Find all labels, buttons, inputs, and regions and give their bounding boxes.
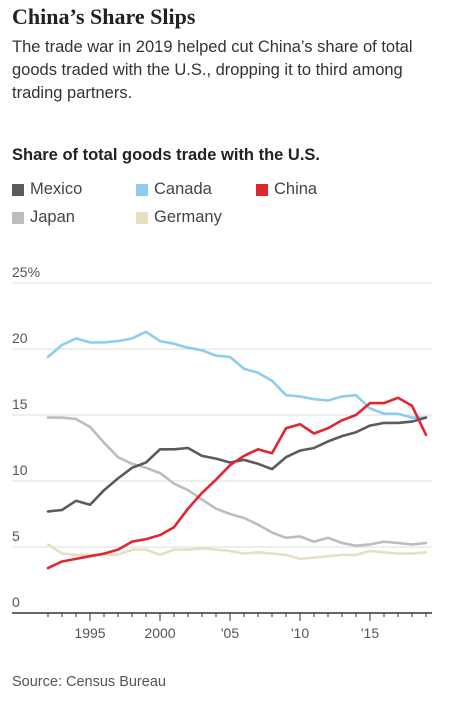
page-subtitle: The trade war in 2019 helped cut China’s… xyxy=(12,38,413,102)
legend-label-mexico: Mexico xyxy=(30,180,83,198)
series-line-japan xyxy=(46,416,428,548)
legend-label-germany: Germany xyxy=(154,208,222,226)
source-note: Source: Census Bureau xyxy=(12,674,166,690)
legend-item-china: China xyxy=(256,180,317,199)
page-title: China’s Share Slips xyxy=(12,4,196,29)
y-tick-label-2: 15 xyxy=(12,396,28,412)
legend-swatch-canada xyxy=(136,183,148,196)
y-tick-label-3: 10 xyxy=(12,462,28,478)
legend-swatch-germany xyxy=(136,211,148,224)
legend-item-mexico: Mexico xyxy=(12,180,82,199)
chart-title: Share of total goods trade with the U.S. xyxy=(12,146,321,164)
x-tick-label-3: '10 xyxy=(291,625,309,641)
legend-label-china: China xyxy=(274,180,318,198)
legend-swatch-mexico xyxy=(12,183,24,196)
y-tick-label-4: 5 xyxy=(12,528,20,544)
x-tick-label-1: 2000 xyxy=(144,625,175,641)
x-tick-label-4: '15 xyxy=(361,625,379,641)
y-tick-label-0: 25% xyxy=(12,264,40,280)
series-line-canada xyxy=(46,330,428,419)
x-tick-label-0: 1995 xyxy=(74,625,105,641)
legend-item-germany: Germany xyxy=(136,208,222,227)
legend-swatch-china xyxy=(256,183,268,196)
series-line-mexico xyxy=(46,416,428,513)
y-tick-label-1: 20 xyxy=(12,330,28,346)
legend-swatch-japan xyxy=(12,211,24,224)
series-line-germany xyxy=(46,543,428,561)
line-chart: 25% 20 15 10 5 0 1995 2000 '05 '10 '15 xyxy=(12,264,432,641)
legend-label-canada: Canada xyxy=(154,180,212,198)
legend-label-japan: Japan xyxy=(30,208,75,226)
x-tick-label-2: '05 xyxy=(221,625,239,641)
series-line-china xyxy=(46,396,428,570)
legend-item-canada: Canada xyxy=(136,180,212,199)
legend-item-japan: Japan xyxy=(12,208,75,227)
y-tick-label-5: 0 xyxy=(12,594,20,610)
